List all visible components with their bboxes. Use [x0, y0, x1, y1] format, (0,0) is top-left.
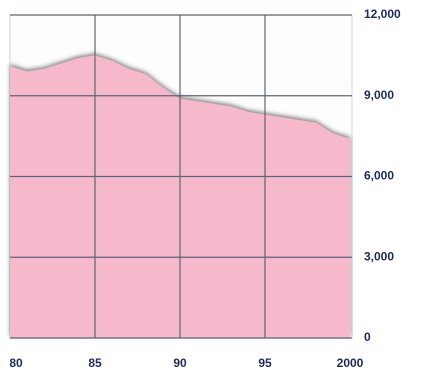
- x-tick-label: 85: [88, 356, 102, 370]
- x-tick-label: 2000: [337, 356, 364, 370]
- x-tick-label: 90: [173, 356, 187, 370]
- x-tick-label: 95: [258, 356, 272, 370]
- y-tick-label: 0: [364, 330, 371, 344]
- y-tick-label: 12,000: [364, 7, 401, 21]
- y-tick-label: 9,000: [364, 88, 394, 102]
- y-tick-label: 3,000: [364, 249, 394, 263]
- y-tick-label: 6,000: [364, 169, 394, 183]
- x-tick-label: 80: [9, 356, 23, 370]
